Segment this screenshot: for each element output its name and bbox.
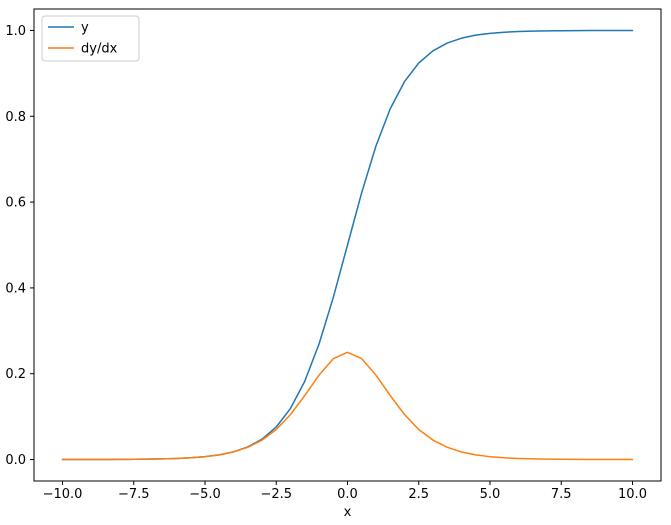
x-tick-label: 0.0 — [337, 487, 358, 502]
y-tick-label: 0.4 — [5, 281, 26, 296]
x-tick-label: 7.5 — [551, 487, 572, 502]
legend-label: dy/dx — [81, 42, 118, 57]
x-tick-label: 10.0 — [618, 487, 647, 502]
x-tick-label: 5.0 — [480, 487, 501, 502]
legend-label: y — [81, 21, 89, 36]
curve-dydx — [61, 351, 634, 461]
y-tick-label: 0.0 — [5, 453, 26, 468]
x-tick-label: −10.0 — [43, 487, 83, 502]
legend: y dy/dx — [41, 15, 140, 62]
x-axis-label: x — [344, 505, 352, 520]
x-tick-label: 2.5 — [408, 487, 429, 502]
x-tick-label: −7.5 — [118, 487, 150, 502]
y-tick-label: 1.0 — [5, 24, 26, 39]
x-axis: −10.0 −7.5 −5.0 −2.5 0.0 2.5 5.0 7.5 10.0 x — [43, 481, 647, 520]
y-tick-label: 0.2 — [5, 367, 26, 382]
y-tick-label: 0.6 — [5, 196, 26, 211]
x-tick-label: −5.0 — [189, 487, 221, 502]
x-tick-label: −2.5 — [260, 487, 292, 502]
y-tick-label: 0.8 — [5, 110, 26, 125]
y-axis: 0.0 0.2 0.4 0.6 0.8 1.0 — [5, 24, 34, 468]
